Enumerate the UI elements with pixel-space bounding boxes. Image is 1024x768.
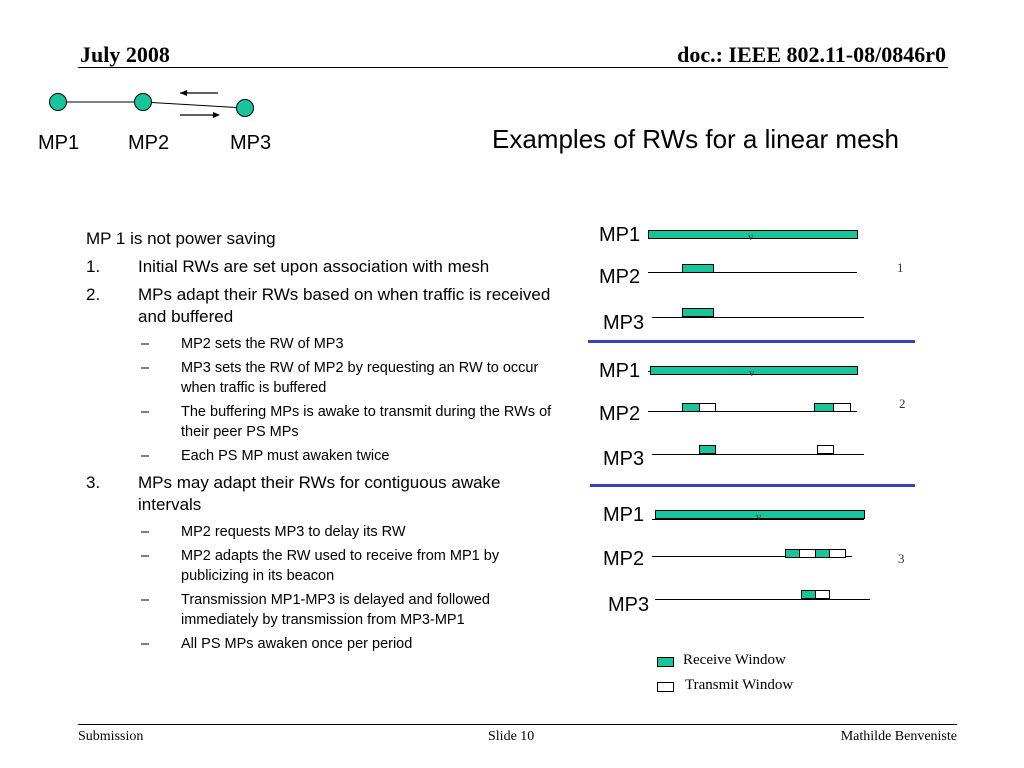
receive-window xyxy=(650,366,858,375)
arrow-right-head xyxy=(213,112,220,118)
footer-author: Mathilde Benveniste xyxy=(840,729,957,744)
sub-bullet-text: MP2 sets the RW of MP3 xyxy=(181,336,344,352)
dash: – xyxy=(141,404,150,420)
bullet-item-1: 1. Initial RWs are set upon association … xyxy=(86,256,566,278)
receive-window xyxy=(682,264,714,273)
dash: – xyxy=(141,636,150,652)
bullet-intro: MP 1 is not power saving xyxy=(86,229,276,248)
slide-title: Examples of RWs for a linear mesh xyxy=(492,124,899,154)
row-label-mp2: MP2 xyxy=(603,548,645,570)
header-doc-id: doc.: IEEE 802.11-08/0846r0 xyxy=(677,42,946,67)
link-mp2-mp3 xyxy=(142,101,246,109)
transmit-window xyxy=(799,549,816,558)
footer-rule xyxy=(78,724,957,725)
sub-bullet: – Transmission MP1-MP3 is delayed and fol… xyxy=(86,590,566,630)
topology-label-mp3: MP3 xyxy=(230,132,272,154)
mark-v: v xyxy=(748,231,754,243)
sub-bullet-text: MP2 adapts the RW used to receive from M… xyxy=(181,548,500,584)
dash: – xyxy=(141,592,150,608)
row-label-mp1: MP1 xyxy=(603,504,645,526)
sub-bullet: – MP3 sets the RW of MP2 by requesting an… xyxy=(86,358,566,398)
timeline xyxy=(652,454,864,455)
dash: – xyxy=(141,548,150,564)
transmit-window xyxy=(817,445,834,454)
example-number: 1 xyxy=(897,260,904,275)
dash: – xyxy=(141,360,150,376)
bullet-number: 2. xyxy=(86,285,101,304)
dash: – xyxy=(141,448,150,464)
header-rule xyxy=(78,67,948,68)
sub-bullet-text: Transmission MP1-MP3 is delayed and foll… xyxy=(181,592,490,628)
row-label-mp3: MP3 xyxy=(603,448,645,470)
sub-bullet: – Each PS MP must awaken twice xyxy=(86,446,566,466)
timeline xyxy=(648,411,857,412)
row-label-mp1: MP1 xyxy=(599,224,641,246)
bullet-text: Initial RWs are set upon association wit… xyxy=(138,257,490,276)
timeline xyxy=(655,599,870,600)
footer-submission: Submission xyxy=(78,729,144,744)
receive-window xyxy=(682,403,700,412)
bullet-list: MP 1 is not power saving 1. Initial RWs … xyxy=(86,228,566,658)
receive-window xyxy=(699,445,716,454)
header-date: July 2008 xyxy=(80,42,170,67)
topology-label-mp2: MP2 xyxy=(128,132,170,154)
row-label-mp2: MP2 xyxy=(599,403,641,425)
sub-bullet: – MP2 adapts the RW used to receive from … xyxy=(86,546,566,586)
footer-slide-number: Slide 10 xyxy=(488,729,535,744)
example-number: 2 xyxy=(899,396,906,411)
node-mp1 xyxy=(49,93,67,111)
row-label-mp3: MP3 xyxy=(603,312,645,334)
legend-receive-label: Receive Window xyxy=(683,652,786,668)
sub-bullet: – MP2 sets the RW of MP3 xyxy=(86,334,566,354)
timeline xyxy=(652,519,864,520)
sub-bullet-text: The buffering MPs is awake to transmit d… xyxy=(181,404,552,440)
bullet-item-2: 2. MPs adapt their RWs based on when tra… xyxy=(86,284,566,328)
transmit-window xyxy=(833,403,851,412)
example-number: 3 xyxy=(898,551,905,566)
receive-window xyxy=(785,549,800,558)
legend-transmit-swatch xyxy=(657,682,674,692)
example-separator xyxy=(590,484,915,487)
receive-window xyxy=(814,403,834,412)
timeline xyxy=(648,272,857,273)
dash: – xyxy=(141,336,150,352)
receive-window xyxy=(801,590,816,599)
bullet-number: 3. xyxy=(86,473,101,492)
node-mp3 xyxy=(236,99,254,117)
sub-bullet-text: Each PS MP must awaken twice xyxy=(181,448,390,464)
sub-bullet-text: MP2 requests MP3 to delay its RW xyxy=(181,524,406,540)
bullet-text: MPs adapt their RWs based on when traffi… xyxy=(138,285,551,326)
transmit-window xyxy=(815,590,830,599)
row-label-mp2: MP2 xyxy=(599,266,641,288)
sub-bullet: – MP2 requests MP3 to delay its RW xyxy=(86,522,566,542)
example-separator xyxy=(588,340,915,343)
sub-bullet-text: MP3 sets the RW of MP2 by requesting an … xyxy=(181,360,539,396)
bullet-text: MPs may adapt their RWs for contiguous a… xyxy=(138,473,501,514)
dash: – xyxy=(141,524,150,540)
transmit-window xyxy=(699,403,716,412)
transmit-window xyxy=(829,549,846,558)
receive-window xyxy=(815,549,830,558)
legend-transmit-label: Transmit Window xyxy=(685,677,794,693)
topology-diagram xyxy=(49,90,254,118)
sub-bullet: – The buffering MPs is awake to transmit … xyxy=(86,402,566,442)
row-label-mp3: MP3 xyxy=(608,594,650,616)
bullet-item-3: 3. MPs may adapt their RWs for contiguou… xyxy=(86,472,566,516)
timeline xyxy=(652,317,864,318)
receive-window xyxy=(648,230,858,239)
receive-window xyxy=(655,510,865,519)
receive-window xyxy=(682,308,714,317)
node-mp2 xyxy=(134,93,152,111)
bullet-number: 1. xyxy=(86,257,101,276)
legend-receive-swatch xyxy=(657,657,674,667)
timeline xyxy=(652,556,852,557)
arrow-left-head xyxy=(180,90,187,96)
mark-v: v xyxy=(749,367,755,379)
sub-bullet: – All PS MPs awaken once per period xyxy=(86,634,566,654)
row-label-mp1: MP1 xyxy=(599,360,641,382)
topology-label-mp1: MP1 xyxy=(38,132,80,154)
mark-v: v xyxy=(756,511,762,523)
sub-bullet-text: All PS MPs awaken once per period xyxy=(181,636,413,652)
